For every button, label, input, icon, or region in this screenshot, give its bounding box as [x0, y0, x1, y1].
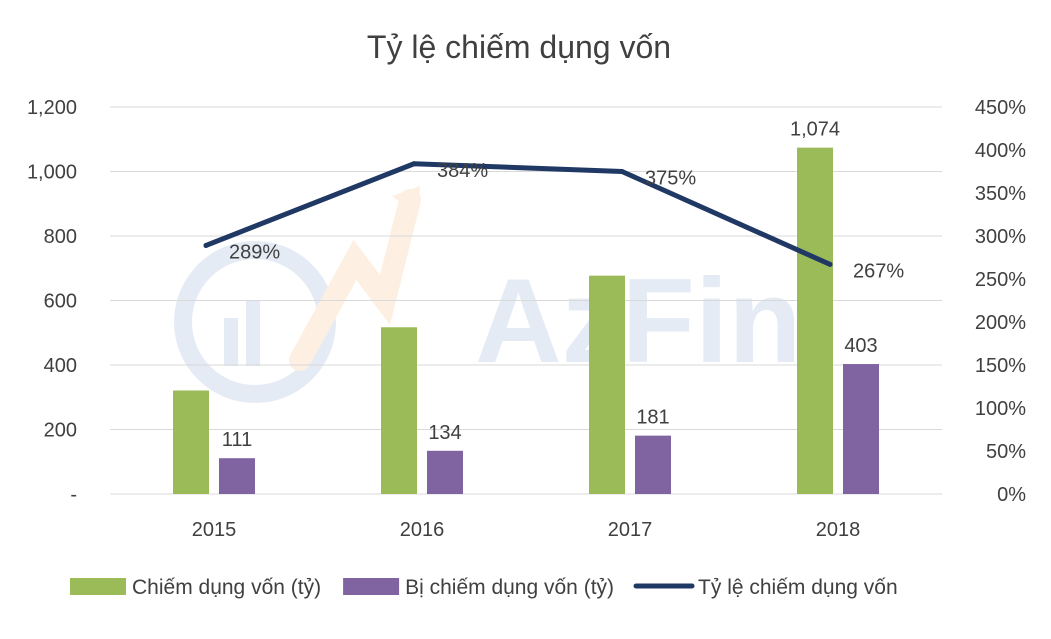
right-tick-label: 450% [975, 97, 1026, 119]
bar [589, 275, 625, 494]
right-tick-label: 400% [975, 140, 1026, 162]
left-tick-label: 600 [44, 291, 77, 313]
left-tick-label: 800 [44, 226, 77, 248]
left-axis-ticks: - 200 400 600 800 1,000 1,200 [27, 97, 77, 506]
legend: Chiếm dụng vốn (tỷ) Bị chiếm dụng vốn (tỷ… [70, 576, 898, 599]
bar [843, 364, 879, 494]
line-point [619, 169, 625, 174]
x-axis-ticks: 2015 2016 2017 2018 [192, 519, 861, 541]
bar-data-label: 111 [222, 429, 252, 451]
right-tick-label: 150% [975, 355, 1026, 377]
line-point [827, 261, 833, 267]
bar [219, 458, 255, 494]
right-tick-label: 0% [997, 484, 1026, 506]
line-point [203, 242, 209, 248]
chart-title: Tỷ lệ chiếm dụng vốn [367, 29, 671, 65]
line-data-label: 289% [229, 241, 280, 263]
bar [173, 390, 209, 494]
right-tick-label: 200% [975, 312, 1026, 334]
bar-data-label: 403 [844, 335, 877, 357]
line-data-label: 267% [853, 260, 904, 282]
bar-data-label: 134 [428, 422, 461, 444]
bar [797, 147, 833, 494]
line-path [203, 161, 833, 267]
bar [427, 450, 463, 494]
bar-data-label: 1,074 [790, 119, 840, 141]
line-data-label: 375% [645, 168, 696, 190]
bar [635, 435, 671, 494]
right-tick-label: 300% [975, 226, 1026, 248]
bar [381, 327, 417, 494]
azfin-watermark-logo: AzFin [174, 186, 802, 403]
legend-swatch [70, 578, 126, 595]
line-point [411, 161, 417, 167]
right-tick-label: 250% [975, 269, 1026, 291]
left-tick-label: 400 [44, 355, 77, 377]
left-tick-label: 1,000 [27, 162, 77, 184]
right-tick-label: 100% [975, 398, 1026, 420]
data-labels: 1,074 111 134 181 403 289% 384% 375% 267% [222, 119, 905, 452]
right-axis-ticks: 0% 50% 100% 150% 200% 250% 300% 350% 400% 450% [975, 97, 1026, 506]
legend-label: Chiếm dụng vốn (tỷ) [132, 576, 321, 599]
left-tick-label: 1,200 [27, 97, 77, 119]
right-tick-label: 350% [975, 183, 1026, 205]
right-tick-label: 50% [986, 441, 1026, 463]
x-tick-label: 2015 [192, 519, 237, 541]
x-tick-label: 2016 [400, 519, 445, 541]
line-data-label: 384% [437, 160, 488, 182]
line-series [203, 161, 833, 267]
legend-label: Tỷ lệ chiếm dụng vốn [698, 576, 898, 599]
bar-data-label: 181 [636, 407, 669, 429]
legend-label: Bị chiếm dụng vốn (tỷ) [405, 576, 614, 599]
left-tick-label: - [70, 484, 77, 506]
x-tick-label: 2018 [816, 519, 861, 541]
left-tick-label: 200 [44, 420, 77, 442]
legend-swatch [343, 578, 400, 595]
x-tick-label: 2017 [608, 519, 653, 541]
watermark-text: AzFin [475, 254, 802, 388]
bars [173, 147, 879, 494]
